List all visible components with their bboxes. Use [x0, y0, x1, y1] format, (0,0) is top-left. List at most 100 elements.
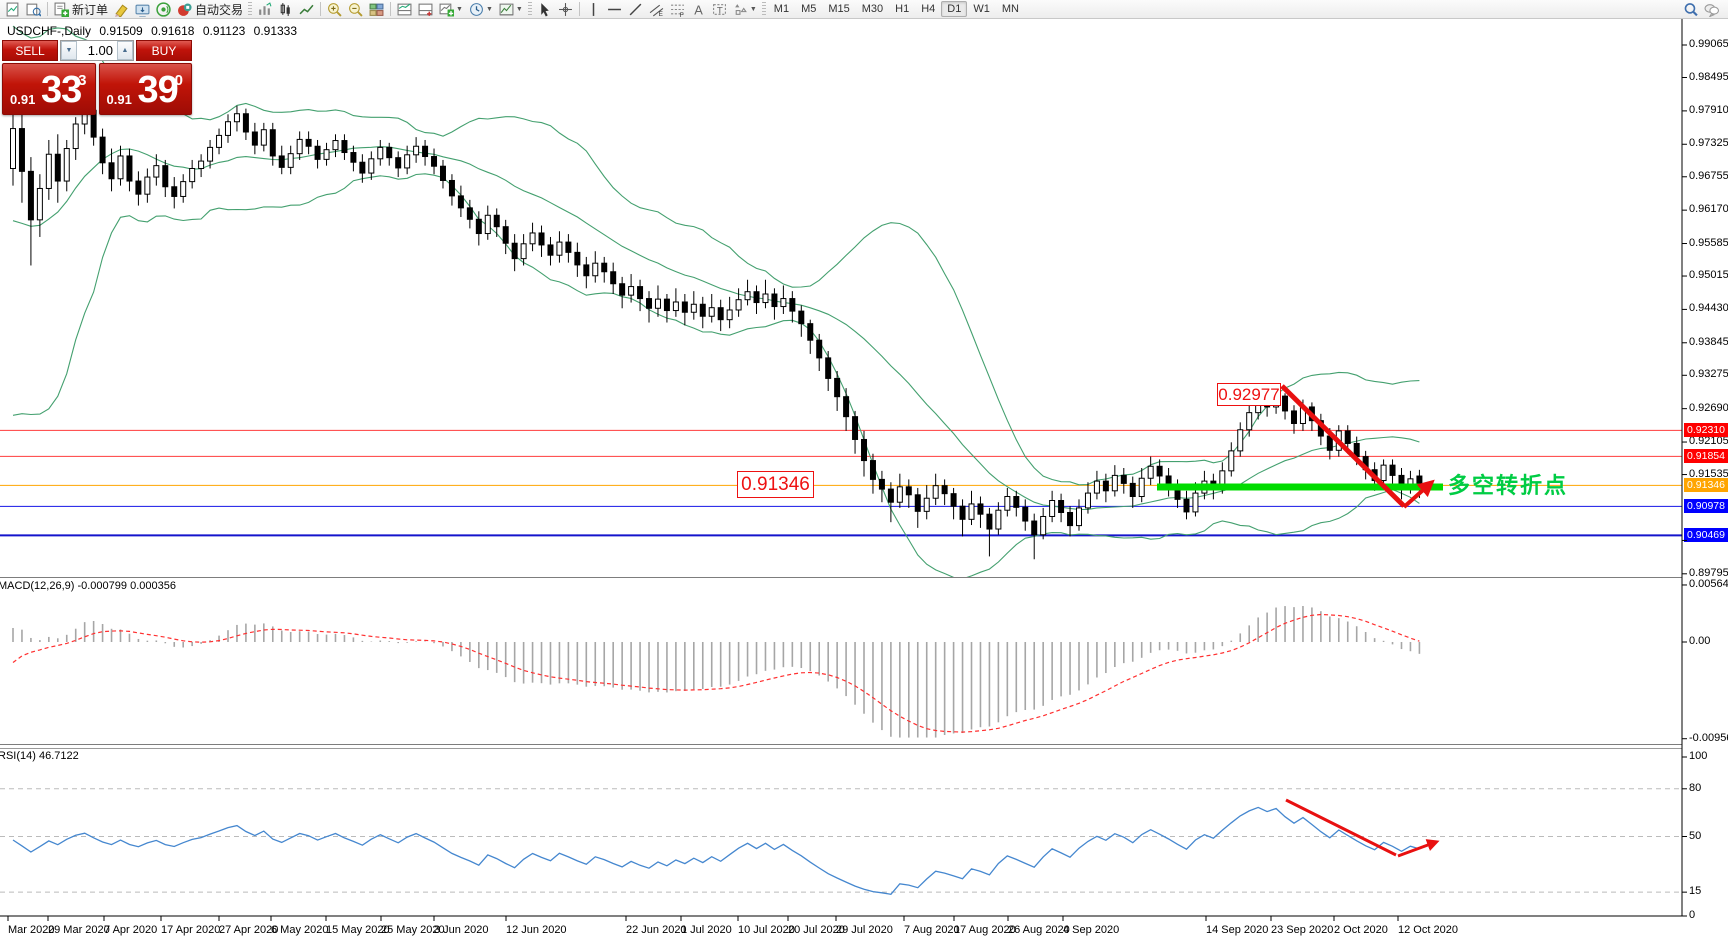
candle-body	[1067, 511, 1074, 527]
fibonacci-icon[interactable]: F	[667, 1, 688, 18]
price-axis-label: 0.91535	[1689, 467, 1728, 480]
buy-button[interactable]: BUY	[136, 40, 192, 61]
sell-price-tile[interactable]: 0.91 33 3	[2, 63, 96, 115]
chart-file-icon[interactable]	[2, 1, 23, 18]
toolbar-grip[interactable]	[248, 2, 253, 16]
toolbar-grip[interactable]	[527, 2, 532, 16]
signal-icon[interactable]	[153, 1, 174, 18]
toolbar-grip[interactable]	[761, 2, 766, 16]
dropdown-caret-icon[interactable]: ▼	[456, 5, 463, 13]
macd-rsi-separator[interactable]	[0, 744, 1682, 745]
dropdown-caret-icon[interactable]: ▼	[515, 5, 523, 13]
price-axis-label: 0.92690	[1689, 401, 1728, 414]
candle-body	[1380, 464, 1387, 482]
vertical-line-icon[interactable]	[583, 1, 604, 18]
main-macd-separator[interactable]	[0, 577, 1682, 578]
new-order-button[interactable]: 新订单	[51, 1, 111, 18]
x-axis-label: 3 Jun 2020	[434, 924, 489, 936]
sell-button[interactable]: SELL	[2, 40, 58, 61]
chat-icon[interactable]	[1701, 1, 1722, 18]
candle-body	[610, 271, 617, 285]
bar-chart-down-icon[interactable]	[275, 1, 296, 18]
timeframe-w1-button[interactable]: W1	[973, 3, 990, 15]
text-a-icon[interactable]: A	[688, 1, 709, 18]
timeframe-d1-button[interactable]: D1	[941, 1, 968, 17]
candle-body	[359, 161, 366, 174]
auto-trade-button[interactable]: 自动交易	[174, 1, 246, 18]
timeframe-h1-button[interactable]: H1	[895, 3, 910, 15]
buy-price-tile[interactable]: 0.91 39 0	[98, 63, 192, 115]
dropdown-caret-icon[interactable]: ▼	[749, 5, 757, 13]
candle-body	[690, 303, 697, 313]
zoom-out-icon[interactable]	[345, 1, 366, 18]
highlighter-icon[interactable]	[111, 1, 132, 18]
print-preview-icon[interactable]	[23, 1, 44, 18]
crosshair-icon[interactable]	[555, 1, 576, 18]
volume-input[interactable]	[77, 41, 117, 60]
candle-body	[735, 299, 742, 311]
candle-body	[1013, 496, 1020, 508]
candle-body	[816, 339, 823, 359]
timeframe-h4-button[interactable]: H4	[921, 3, 936, 15]
cursor-icon[interactable]	[534, 1, 555, 18]
add-indicator-icon[interactable]: ▼	[436, 1, 466, 18]
x-axis-label: 29 Jul 2020	[836, 924, 893, 936]
candle-body	[350, 152, 357, 163]
timeframe-mn-button[interactable]: MN	[1001, 3, 1019, 15]
chart-high: 0.91618	[151, 24, 195, 38]
indicator-window-add-icon[interactable]	[415, 1, 436, 18]
candle-body	[968, 503, 975, 520]
price-tag: 0.90469	[1684, 528, 1728, 543]
chart-title: USDCHF-,Daily 0.91509 0.91618 0.91123 0.…	[7, 24, 302, 38]
candle-body	[422, 145, 429, 158]
shapes-icon[interactable]: ▼	[730, 1, 760, 18]
candle-body	[771, 293, 778, 308]
candle-body	[923, 497, 930, 512]
sell-price-pip: 3	[78, 72, 87, 89]
period-clock-icon[interactable]: ▼	[466, 1, 496, 18]
search-icon[interactable]	[1680, 1, 1701, 18]
toolbar-right	[1680, 0, 1722, 19]
tile-windows-icon[interactable]	[366, 1, 387, 18]
publish-icon[interactable]	[132, 1, 153, 18]
volume-up-button[interactable]: ▲	[117, 41, 133, 60]
candle-body	[637, 286, 644, 300]
price-axis-label: 0.96755	[1689, 169, 1728, 182]
timeframe-m5-button[interactable]: M5	[801, 3, 817, 15]
candle-body	[1389, 464, 1396, 476]
candle-body	[798, 310, 805, 325]
x-axis-label: 7 Apr 2020	[104, 924, 158, 936]
candle-body	[619, 283, 626, 296]
price-tag: 0.90978	[1684, 499, 1728, 514]
price-axis-label: 0.94430	[1689, 302, 1728, 315]
timeframe-m1-button[interactable]: M1	[773, 3, 790, 15]
zoom-in-icon[interactable]	[324, 1, 345, 18]
candle-body	[861, 438, 868, 462]
timeframe-m15-button[interactable]: M15	[828, 3, 850, 15]
candle-body	[99, 136, 106, 164]
candle-body	[1084, 492, 1091, 509]
indicator-window-icon[interactable]	[394, 1, 415, 18]
x-axis-label: 17 Aug 2020	[954, 924, 1016, 936]
text-label-icon[interactable]: T	[709, 1, 730, 18]
trendline-icon[interactable]	[625, 1, 646, 18]
dropdown-caret-icon[interactable]: ▼	[485, 5, 493, 13]
candle-body	[269, 129, 276, 157]
bar-chart-up-icon[interactable]	[254, 1, 275, 18]
main-up-arrow	[1402, 479, 1435, 509]
candle-body	[278, 155, 285, 168]
volume-down-button[interactable]: ▼	[61, 41, 77, 60]
chart-low: 0.91123	[202, 24, 246, 38]
toolbar-separator	[320, 2, 322, 16]
macd-rsi-separator-line2	[0, 748, 1682, 749]
equidistant-channel-icon[interactable]: E	[646, 1, 667, 18]
template-chart-icon[interactable]: ▼	[496, 1, 526, 18]
horizontal-line-icon[interactable]	[604, 1, 625, 18]
line-chart-icon[interactable]	[296, 1, 317, 18]
timeframe-m30-button[interactable]: M30	[861, 3, 884, 15]
chart-close: 0.91333	[253, 24, 298, 38]
svg-text:E: E	[658, 10, 662, 16]
candle-body	[1228, 450, 1235, 472]
